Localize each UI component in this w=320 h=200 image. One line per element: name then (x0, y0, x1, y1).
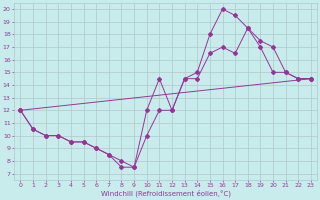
X-axis label: Windchill (Refroidissement éolien,°C): Windchill (Refroidissement éolien,°C) (101, 190, 231, 197)
